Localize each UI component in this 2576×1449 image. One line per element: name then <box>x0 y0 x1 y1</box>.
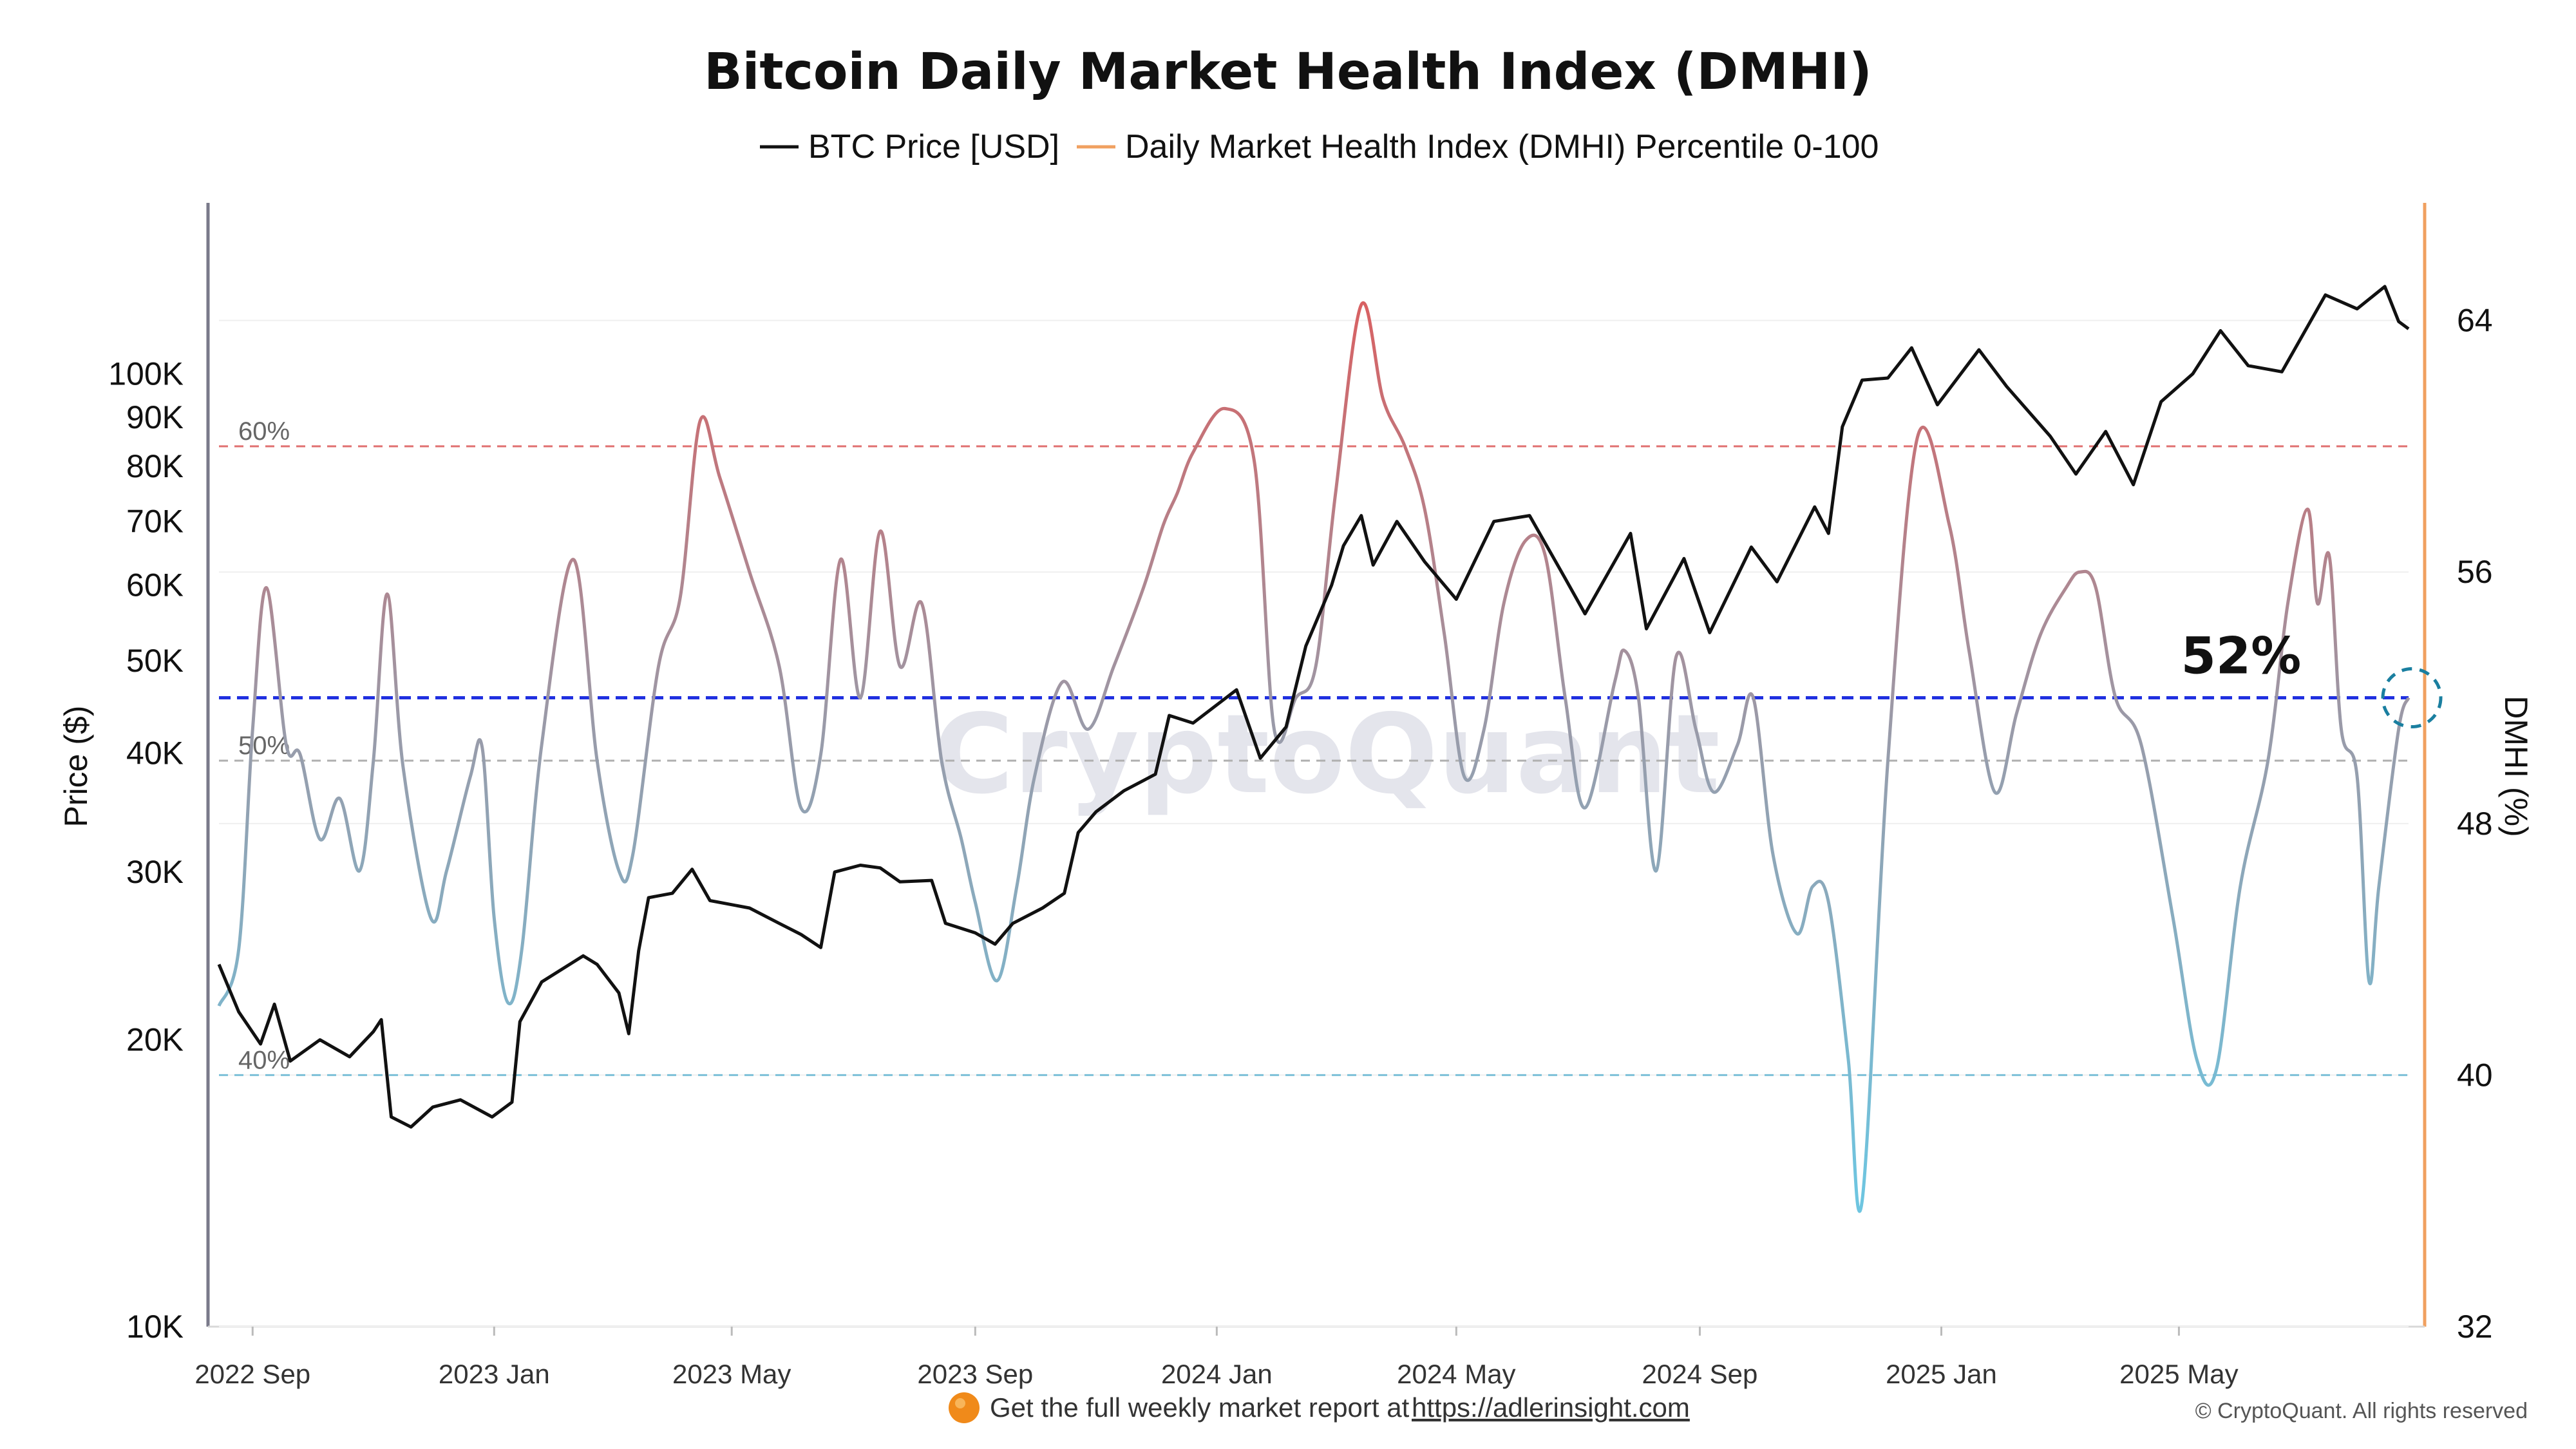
x-tick-label-2: 2023 May <box>672 1359 791 1389</box>
bitcoin-coin-icon <box>949 1392 980 1423</box>
y-left-tick-10K: 10K <box>126 1309 184 1345</box>
y-right-tick-48: 48 <box>2457 806 2493 842</box>
y-right-tick-56: 56 <box>2457 554 2493 590</box>
bitcoin-coin-highlight-icon <box>955 1398 965 1408</box>
x-tick-label-6: 2024 Sep <box>1642 1359 1758 1389</box>
y-left-tick-70K: 70K <box>126 504 184 540</box>
ref-label-40: 40% <box>238 1046 290 1074</box>
x-tick-label-8: 2025 May <box>2119 1359 2238 1389</box>
y-left-tick-20K: 20K <box>126 1022 184 1058</box>
x-tick-label-4: 2024 Jan <box>1161 1359 1273 1389</box>
current-value-label: 52% <box>2181 628 2302 686</box>
y-right-tick-32: 32 <box>2457 1309 2493 1345</box>
current-value-marker <box>2381 667 2443 729</box>
btc-price-line <box>217 285 2410 1129</box>
legend-label-btc: BTC Price [USD] <box>808 128 1059 166</box>
y-left-tick-30K: 30K <box>126 854 184 890</box>
x-tick-label-3: 2023 Sep <box>917 1359 1033 1389</box>
ref-label-60: 60% <box>238 417 290 446</box>
y-left-axis-title: Price ($) <box>58 706 94 828</box>
reference-lines: 60% 50% 40% <box>219 417 2409 1076</box>
y-left-tick-40K: 40K <box>126 735 184 771</box>
y-right-tick-40: 40 <box>2457 1057 2493 1093</box>
chart-title: Bitcoin Daily Market Health Index (DMHI) <box>704 43 1872 101</box>
ref-label-50: 50% <box>238 732 290 760</box>
footer: Get the full weekly market report at htt… <box>949 1392 2528 1423</box>
footer-link[interactable]: https://adlerinsight.com <box>1412 1392 1690 1423</box>
x-tick-label-5: 2024 May <box>1397 1359 1515 1389</box>
x-tick-label-1: 2023 Jan <box>439 1359 550 1389</box>
y-left-tick-50K: 50K <box>126 643 184 679</box>
y-left-tick-60K: 60K <box>126 567 184 603</box>
y-left-tick-90K: 90K <box>126 399 184 435</box>
legend: BTC Price [USD] Daily Market Health Inde… <box>760 128 1879 166</box>
copyright: © CryptoQuant. All rights reserved <box>2195 1399 2528 1423</box>
y-left-tick-100K: 100K <box>108 356 184 392</box>
axis-ticks: 32 40 48 56 64 10K 20K 30K 40K 50K 60K 70K 80K 90K 100… <box>108 303 2492 1389</box>
dmhi-line <box>217 301 2410 1213</box>
y-right-axis-title: DMHI (%) <box>2498 696 2534 837</box>
x-tick-label-7: 2025 Jan <box>1886 1359 1997 1389</box>
legend-label-dmhi: Daily Market Health Index (DMHI) Percent… <box>1125 128 1879 166</box>
y-left-tick-80K: 80K <box>126 448 184 484</box>
gridlines <box>219 319 2409 1327</box>
series <box>217 285 2410 1213</box>
y-right-tick-64: 64 <box>2457 303 2493 339</box>
x-tick-label-0: 2022 Sep <box>194 1359 310 1389</box>
footer-text: Get the full weekly market report at <box>990 1392 1410 1423</box>
